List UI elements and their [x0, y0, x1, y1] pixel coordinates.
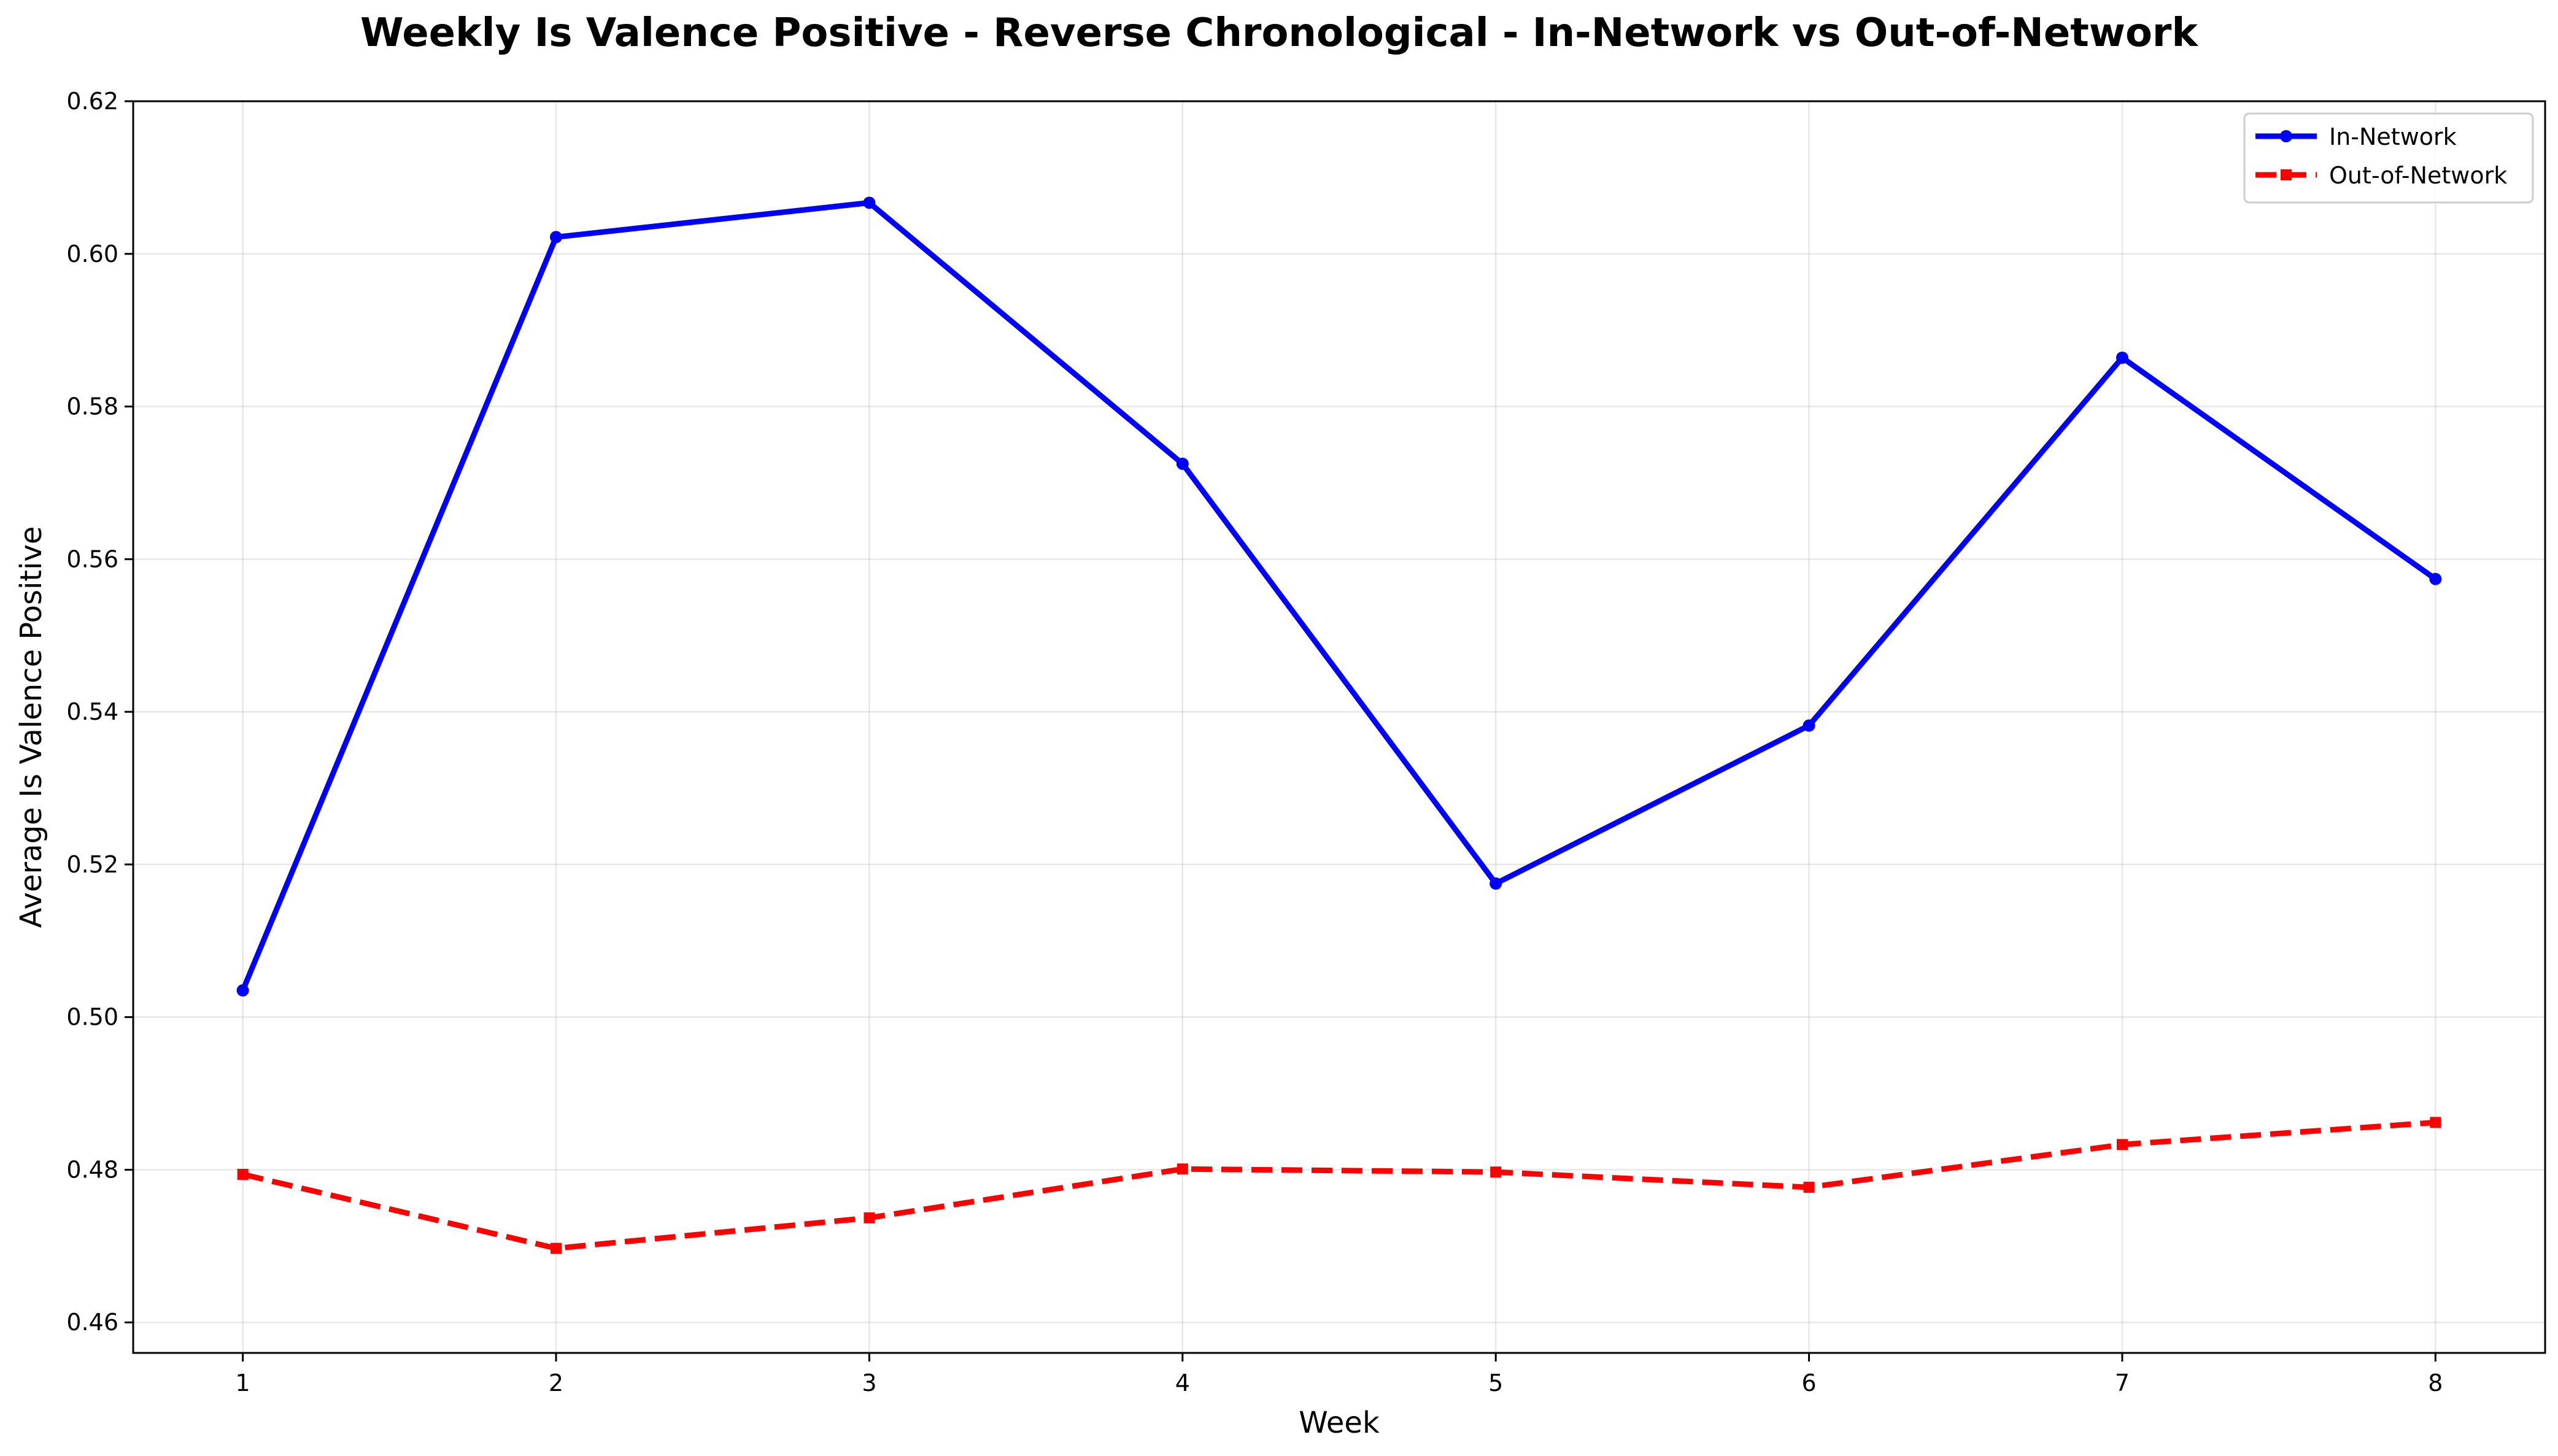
x-tick-label: 3 [862, 1369, 876, 1396]
in-network-point [2429, 572, 2442, 585]
chart-title: Weekly Is Valence Positive - Reverse Chr… [360, 10, 2199, 56]
y-tick-label: 0.48 [66, 1156, 118, 1183]
out-of-network-point [1803, 1182, 1815, 1193]
y-tick-label: 0.46 [66, 1309, 118, 1336]
y-tick-label: 0.56 [66, 545, 118, 572]
out-of-network-point [237, 1168, 249, 1180]
y-tick-label: 0.50 [66, 1004, 118, 1031]
plot-area-frame [132, 100, 2546, 1354]
series-group [236, 196, 2442, 1254]
out-of-network-point [2430, 1117, 2441, 1128]
x-tick-label: 6 [1801, 1369, 1816, 1396]
legend-marker-in-network [2280, 130, 2292, 142]
y-tick-label: 0.62 [66, 88, 118, 115]
y-axis-label: Average Is Valence Positive [14, 526, 48, 928]
x-axis-label: Week [1299, 1406, 1380, 1440]
x-tick-label: 1 [236, 1369, 250, 1396]
y-tick-label: 0.54 [66, 698, 118, 725]
legend-label-in-network: In-Network [2329, 123, 2457, 150]
y-tick-label: 0.58 [66, 393, 118, 420]
legend-label-out-of-network: Out-of-Network [2329, 162, 2507, 189]
x-tick-label: 4 [1175, 1369, 1190, 1396]
in-network-point [1803, 719, 1815, 732]
y-tick-label: 0.52 [66, 851, 118, 878]
out-of-network-point [2116, 1139, 2128, 1150]
out-of-network-point [864, 1212, 875, 1223]
out-of-network-point [551, 1242, 562, 1254]
in-network-point [550, 231, 563, 244]
x-tick-label: 7 [2115, 1369, 2130, 1396]
x-tick-label: 5 [1488, 1369, 1503, 1396]
out-of-network-point [1490, 1166, 1502, 1178]
in-network-point [236, 984, 249, 997]
in-network-point [2116, 351, 2128, 364]
in-network-point [1490, 877, 1502, 890]
in-network-point [863, 196, 876, 209]
out-of-network-point [1177, 1163, 1188, 1175]
out-of-network-line [242, 1119, 2436, 1252]
legend-marker-out-of-network [2281, 169, 2292, 180]
x-tick-label: 8 [2428, 1369, 2443, 1396]
legend: In-Network Out-of-Network [2243, 112, 2534, 204]
in-network-line [240, 199, 2437, 992]
y-tick-label: 0.60 [66, 241, 118, 268]
in-network-point [1176, 457, 1189, 470]
axes: 1 2 3 4 5 6 7 8 0.46 0.48 0.50 0.52 0.54 0.56 0.58 0.60… [66, 88, 2443, 1396]
x-tick-label: 2 [549, 1369, 563, 1396]
